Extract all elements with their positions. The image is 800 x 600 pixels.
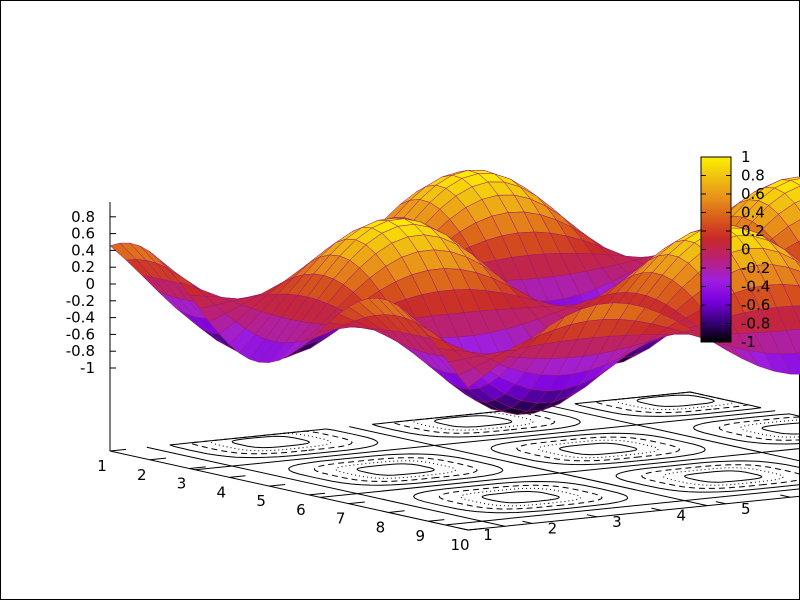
x-tick-mark	[109, 448, 127, 452]
x-tick-mark	[149, 457, 166, 461]
base-contour	[412, 480, 629, 514]
y-tick-mark	[651, 507, 662, 511]
y-tick-mark	[457, 527, 469, 531]
base-contour	[761, 422, 800, 435]
y-tick-label: 1	[483, 526, 493, 544]
colorbar: 10.80.60.40.20-0.2-0.4-0.6-0.8-1	[700, 148, 770, 351]
base-contour	[692, 413, 800, 445]
base-edge-x	[109, 450, 469, 531]
colorbar-tick-label: 0.8	[741, 167, 765, 185]
base-zero-line-x-2	[445, 488, 800, 526]
x-tick-label: 1	[97, 457, 107, 475]
base-contour	[433, 415, 513, 428]
y-tick-label: 2	[548, 519, 558, 537]
z-tick-label: 0.8	[71, 208, 95, 226]
base-zero-line-y-2	[551, 405, 800, 462]
z-tick-label: -0.2	[66, 292, 95, 310]
x-tick-label: 5	[256, 492, 266, 510]
x-tick-label: 9	[415, 527, 425, 545]
base-contour	[615, 460, 800, 493]
z-tick-label: 0	[85, 275, 95, 293]
y-tick-label: 5	[741, 500, 751, 518]
x-tick-mark	[428, 519, 445, 522]
colorbar-tick-label: 0	[741, 241, 751, 259]
colorbar-tick-label: -0.6	[741, 296, 770, 314]
base-zero-line-x-1	[320, 448, 800, 498]
base-edge-y	[467, 495, 800, 531]
base-contour	[313, 457, 478, 482]
x-tick-mark	[308, 492, 326, 496]
base-contour	[516, 436, 681, 462]
y-tick-mark	[780, 494, 791, 498]
x-tick-mark	[229, 475, 246, 478]
colorbar-tick-label: 1	[741, 148, 751, 166]
y-tick-label: 4	[677, 506, 687, 524]
y-tick-mark	[586, 514, 597, 518]
z-tick-label: -0.8	[66, 342, 95, 360]
base-contour	[559, 442, 638, 456]
surface-facet	[457, 367, 485, 389]
z-tick-label: -0.6	[66, 325, 95, 343]
x-tick-label: 2	[137, 466, 147, 484]
z-tick-label: 0.2	[71, 258, 95, 276]
x-tick-label: 10	[450, 536, 469, 554]
x-tick-mark	[467, 527, 485, 531]
z-tick-label: 0.6	[71, 225, 95, 243]
base-contour	[718, 416, 800, 441]
z-tick-label: 0.4	[71, 241, 95, 259]
colorbar-tick-label: -0.4	[741, 278, 770, 296]
surface-facet	[794, 200, 800, 212]
base-contour	[287, 453, 504, 486]
base-contour	[438, 484, 603, 510]
y-tick-label: 3	[612, 513, 622, 531]
base-contour	[481, 491, 560, 504]
colorbar-tick-label: 0.2	[741, 222, 765, 240]
base-contours	[169, 391, 800, 514]
colorbar-tick-label: -1	[741, 333, 756, 351]
base-zero-line-y-1	[349, 426, 708, 507]
base-contour	[684, 470, 763, 483]
colorbar-tick-label: -0.2	[741, 259, 770, 277]
x-tick-mark	[388, 510, 405, 513]
y-tick-mark	[715, 501, 726, 505]
x-tick-mark	[348, 501, 365, 505]
base-contour	[594, 391, 749, 414]
x-axis: 1 2 3 4 5 6 7 8 9 10	[97, 448, 485, 554]
z-tick-label: -1	[80, 359, 95, 377]
colorbar-tick-label: -0.8	[741, 315, 770, 333]
base-contour	[356, 463, 435, 476]
base-grid	[109, 405, 800, 531]
z-axis: 0.80.60.40.20-0.2-0.4-0.6-0.8-1	[66, 202, 116, 451]
x-tick-label: 4	[217, 483, 227, 501]
x-tick-label: 8	[376, 518, 386, 536]
x-tick-mark	[269, 483, 286, 487]
colorbar-tick-label: 0.6	[741, 185, 765, 203]
base-contour	[189, 430, 353, 455]
base-zero-line-y-0	[146, 446, 505, 527]
x-tick-label: 7	[336, 510, 346, 528]
z-tick-label: -0.4	[66, 309, 95, 327]
y-tick-mark	[522, 520, 533, 524]
base-contour	[636, 394, 715, 407]
base-contour	[391, 410, 556, 434]
base-contour	[739, 419, 800, 438]
base-contour	[641, 464, 800, 489]
colorbar-tick-label: 0.4	[741, 204, 765, 222]
x-tick-label: 6	[296, 501, 306, 519]
base-contour	[490, 432, 706, 466]
x-tick-label: 3	[177, 475, 187, 493]
base-contour	[231, 435, 310, 449]
x-tick-mark	[189, 466, 206, 470]
base-zero-line-x-0	[195, 410, 776, 471]
